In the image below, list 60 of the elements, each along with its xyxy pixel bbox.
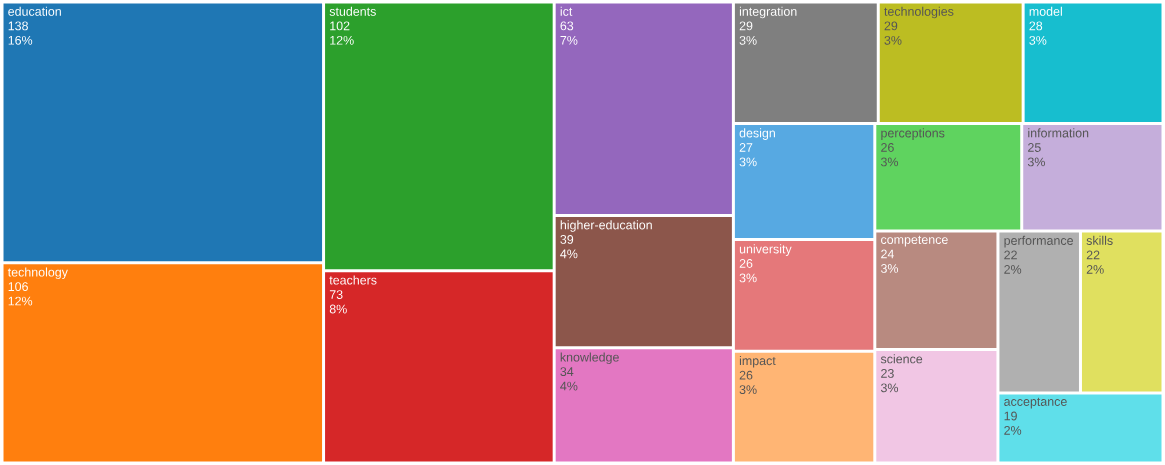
text: 12% <box>8 296 33 306</box>
category-label: integration <box>739 6 797 19</box>
text: 3% <box>1027 157 1045 167</box>
text: 3% <box>739 385 757 395</box>
text: 3% <box>880 383 899 393</box>
category-label: design <box>739 128 775 140</box>
text: 4% <box>560 381 578 391</box>
data-label: 28 <box>1029 21 1043 31</box>
category-label: technologies <box>884 6 954 19</box>
data-label: 63 <box>560 21 574 31</box>
data-label: 29 <box>884 21 898 31</box>
data-label: 19 <box>1004 411 1017 421</box>
text: 3% <box>739 273 757 283</box>
text: 3% <box>884 35 902 45</box>
text: 8% <box>329 304 347 314</box>
text: 12% <box>330 35 354 45</box>
text: 2% <box>1086 265 1104 274</box>
category-label: perceptions <box>881 128 945 140</box>
data-label: 29 <box>739 21 753 31</box>
category-label: acceptance <box>1004 397 1067 409</box>
category-label: higher-education <box>560 220 652 232</box>
category-label: model <box>1029 6 1062 16</box>
category-label: students <box>329 6 376 16</box>
text: 4% <box>560 249 578 259</box>
category-label: skills <box>1086 235 1113 245</box>
category-label: competence <box>881 235 948 247</box>
text: 7% <box>560 35 578 45</box>
category-label: university <box>739 244 792 256</box>
category-label: ict <box>560 6 573 16</box>
text: 3% <box>739 157 757 167</box>
text: 3% <box>880 157 899 167</box>
text: 16% <box>8 35 33 45</box>
data-label: 22 <box>1086 250 1100 260</box>
category-label: teachers <box>329 275 377 285</box>
data-label: 26 <box>739 259 753 268</box>
data-label: 26 <box>739 370 753 380</box>
data-label: 73 <box>329 290 343 299</box>
category-label: impact <box>739 355 776 368</box>
text: 3% <box>880 264 899 273</box>
text: 3% <box>739 35 757 45</box>
data-label: 23 <box>881 369 894 378</box>
data-label: 106 <box>8 282 28 292</box>
data-label: 34 <box>560 367 574 377</box>
data-label: 102 <box>330 21 350 31</box>
category-label: science <box>880 354 923 364</box>
data-label: 26 <box>881 143 894 152</box>
data-label: 22 <box>1004 250 1017 260</box>
data-label: 25 <box>1028 143 1041 152</box>
data-label: 39 <box>560 235 574 244</box>
category-label: knowledge <box>560 352 619 365</box>
category-label: technology <box>7 267 68 280</box>
category-label: information <box>1028 128 1089 138</box>
text: 2% <box>1004 426 1022 435</box>
text: 3% <box>1029 35 1047 45</box>
data-label: 24 <box>881 249 894 259</box>
category-label: performance <box>1004 235 1073 248</box>
text: 2% <box>1004 265 1022 274</box>
category-label: education <box>8 6 61 16</box>
data-label: 27 <box>739 143 753 152</box>
data-label: 138 <box>8 21 28 31</box>
